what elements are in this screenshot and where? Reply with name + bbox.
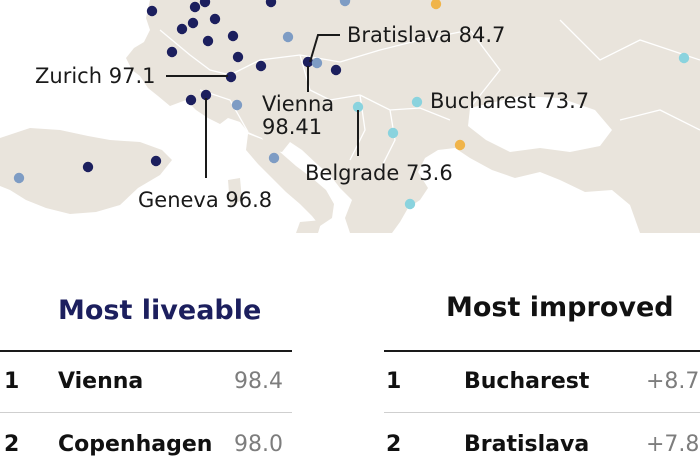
- city-marker: [311, 57, 323, 69]
- city-marker: [150, 155, 162, 167]
- row-divider: [0, 412, 292, 413]
- table-row: 1 Vienna 98.4: [0, 352, 292, 412]
- city-marker: [166, 46, 178, 58]
- most-liveable-top-rule: [0, 350, 292, 352]
- callout-belgrade: Belgrade 73.6: [305, 162, 453, 185]
- score: +8.7: [646, 369, 700, 394]
- callout-bucharest: Bucharest 73.7: [430, 90, 589, 113]
- city-marker: [255, 60, 267, 72]
- callout-value: 84.7: [458, 23, 506, 47]
- most-improved-title: Most improved: [446, 292, 674, 323]
- rank: 2: [386, 432, 402, 457]
- callout-city: Bucharest: [430, 89, 536, 113]
- callout-city: Belgrade: [305, 161, 400, 185]
- callout-value: 98.41: [262, 115, 323, 139]
- callout-value: 73.7: [542, 89, 590, 113]
- city-marker: [265, 0, 277, 8]
- city-marker: [146, 5, 158, 17]
- table-row: 2 Bratislava +7.8: [384, 413, 700, 473]
- score: +7.8: [646, 432, 700, 457]
- city-marker: [227, 30, 239, 42]
- callout-city: Vienna: [262, 92, 335, 116]
- callout-city: Bratislava: [347, 23, 452, 47]
- rank: 1: [4, 369, 20, 394]
- city-marker: [232, 51, 244, 63]
- leader-bratislava: [309, 34, 340, 63]
- callout-zurich: Zurich 97.1: [35, 65, 155, 88]
- city-marker: [185, 94, 197, 106]
- city-name: Bratislava: [464, 432, 590, 457]
- city-marker: [187, 17, 199, 29]
- city-marker: [231, 99, 243, 111]
- most-improved-top-rule: [384, 350, 700, 352]
- city-marker: [225, 71, 237, 83]
- city-name: Copenhagen: [58, 432, 213, 457]
- callout-city: Geneva: [138, 188, 219, 212]
- callout-geneva: Geneva 96.8: [138, 189, 272, 212]
- city-marker: [387, 127, 399, 139]
- city-marker: [678, 52, 690, 64]
- city-marker: [339, 0, 351, 7]
- map-land-italy: [246, 134, 334, 226]
- city-marker: [199, 0, 211, 8]
- score: 98.0: [234, 432, 283, 457]
- city-marker: [404, 198, 416, 210]
- callout-vienna: Vienna 98.41: [262, 93, 334, 139]
- callout-leaders: [166, 34, 359, 178]
- city-marker: [268, 152, 280, 164]
- city-marker: [352, 101, 364, 113]
- city-marker: [209, 13, 221, 25]
- city-marker: [189, 1, 201, 13]
- map-borders: [159, 19, 700, 171]
- most-liveable-title: Most liveable: [58, 295, 262, 326]
- table-row: 1 Bucharest +8.7: [384, 352, 700, 412]
- city-marker: [411, 96, 423, 108]
- callout-bratislava: Bratislava 84.7: [347, 24, 505, 47]
- rank: 1: [386, 369, 402, 394]
- table-row: 2 Copenhagen 98.0: [0, 413, 292, 473]
- city-marker: [202, 35, 214, 47]
- city-marker: [454, 139, 466, 151]
- score: 98.4: [234, 369, 283, 394]
- city-marker: [282, 31, 294, 43]
- city-marker: [176, 23, 188, 35]
- callout-value: 73.6: [405, 161, 453, 185]
- callout-city: Zurich: [35, 64, 103, 88]
- city-name: Bucharest: [464, 369, 590, 394]
- city-name: Vienna: [58, 369, 144, 394]
- city-marker: [13, 172, 25, 184]
- city-marker: [82, 161, 94, 173]
- europe-map: [0, 0, 700, 233]
- callout-value: 97.1: [108, 64, 156, 88]
- city-marker: [200, 89, 212, 101]
- map-land-sicily: [296, 220, 322, 233]
- map-land-sardinia: [228, 178, 242, 206]
- city-markers: [13, 0, 690, 210]
- row-divider: [384, 412, 700, 413]
- city-marker: [330, 64, 342, 76]
- city-marker: [430, 0, 442, 10]
- callout-value: 96.8: [225, 188, 273, 212]
- map-black-sea: [468, 96, 612, 152]
- rank: 2: [4, 432, 20, 457]
